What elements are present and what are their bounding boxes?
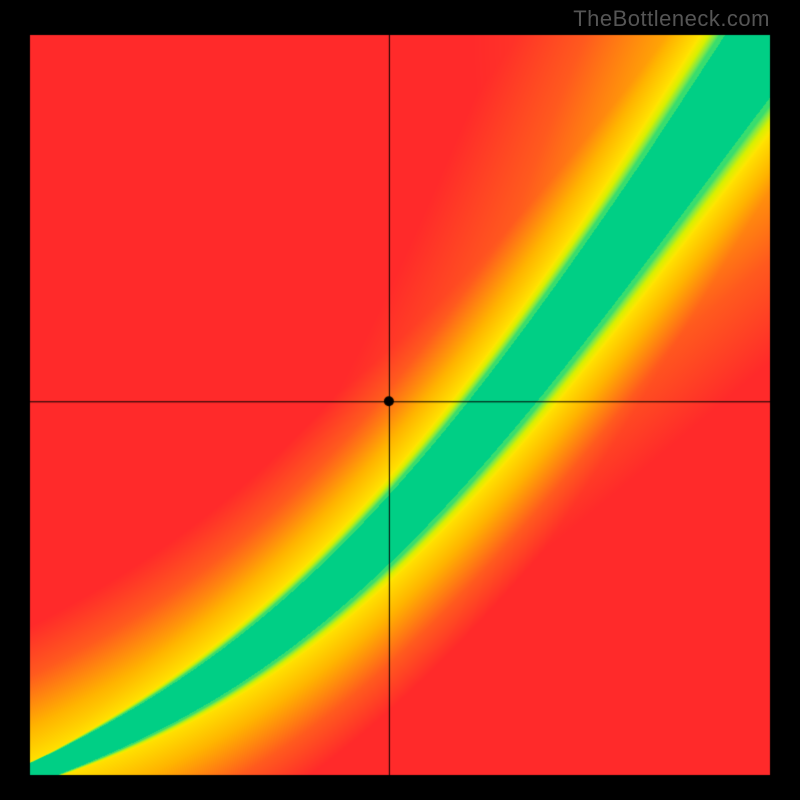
chart-container: TheBottleneck.com (0, 0, 800, 800)
watermark-text: TheBottleneck.com (573, 6, 770, 32)
bottleneck-heatmap-canvas (0, 0, 800, 800)
